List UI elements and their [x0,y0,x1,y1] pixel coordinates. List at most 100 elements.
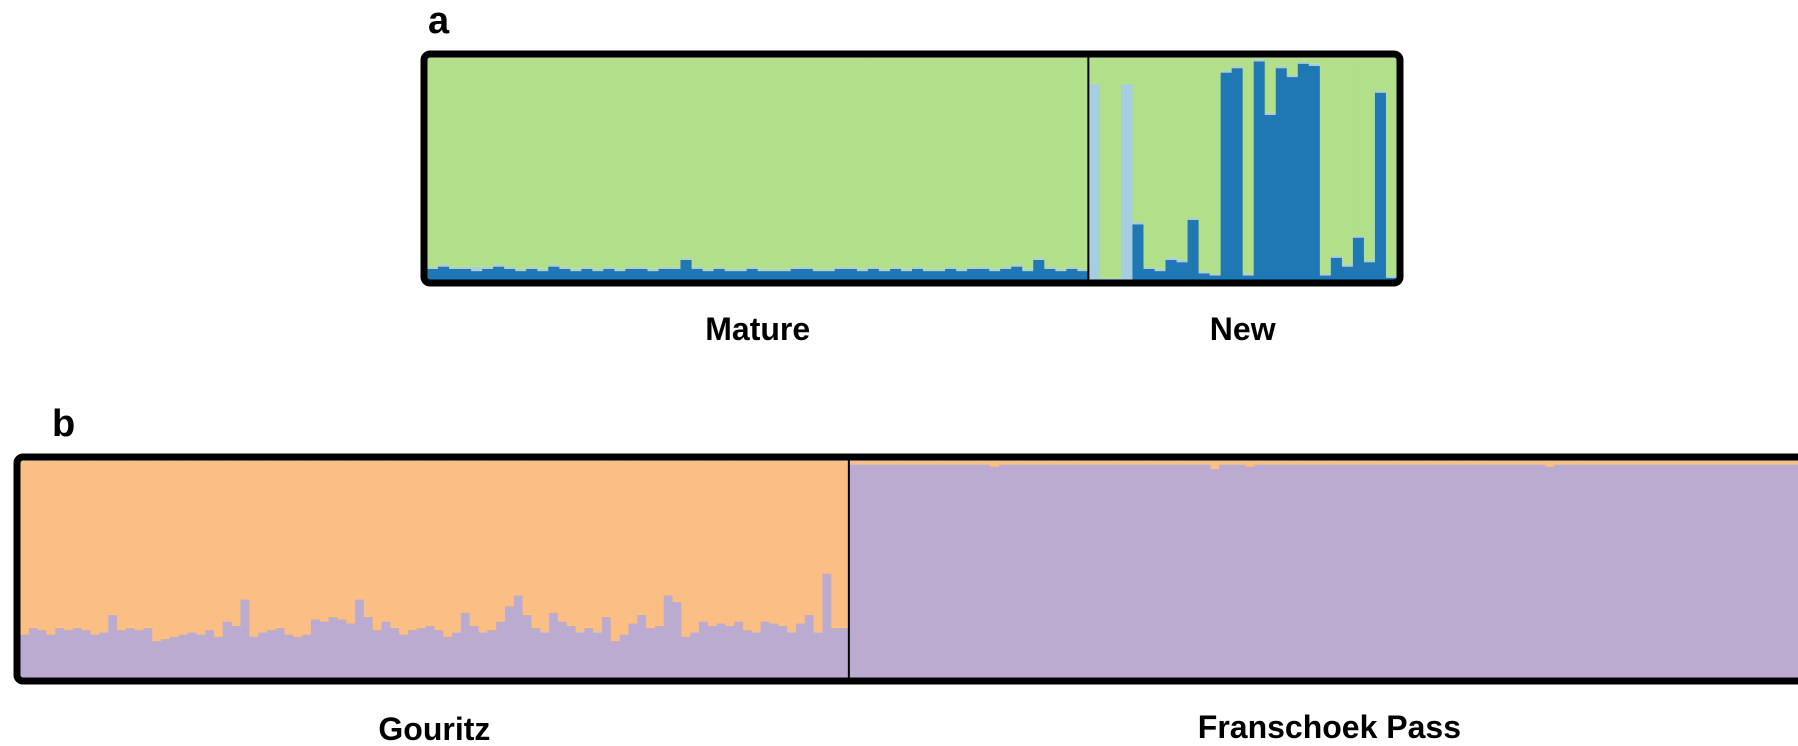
bar-orange-88 [795,460,806,624]
bar-purple-80 [725,625,735,678]
bar-purple-40 [372,630,383,678]
bar-purple-130 [1166,464,1176,678]
bar-purple-133 [1192,464,1203,678]
bar-c2-87 [1385,277,1398,280]
bar-purple-38 [355,599,365,678]
bar-purple-11 [117,630,127,678]
bar-c3-87 [1385,275,1398,278]
bar-orange-139 [1245,460,1256,467]
bar-c2-44 [912,268,924,280]
bar-c1-34 [801,57,814,267]
bar-orange-194 [1730,460,1741,465]
bar-orange-84 [760,460,771,622]
bar-orange-18 [178,460,189,635]
bar-purple-168 [1501,464,1511,678]
bar-orange-34 [319,460,330,622]
bar-c1-2 [449,57,461,267]
bar-purple-132 [1183,464,1194,678]
bar-orange-76 [690,460,700,633]
bar-orange-175 [1563,460,1573,465]
bar-purple-170 [1519,464,1529,678]
bar-c3-55 [1033,257,1045,260]
bar-c3-10 [537,268,549,272]
bar-orange-55 [504,460,515,607]
bar-orange-198 [1765,460,1776,465]
bar-c1-21 [658,57,671,267]
bar-c3-75 [1253,59,1266,62]
bar-purple-39 [363,616,374,678]
bar-orange-57 [522,460,533,615]
bar-c1-80 [1308,57,1321,64]
bar-orange-33 [310,460,321,620]
bar-c2-8 [515,271,527,280]
bar-orange-52 [478,460,488,633]
bar-purple-1 [28,627,39,678]
bar-orange-131 [1175,460,1185,465]
bar-purple-155 [1386,464,1397,678]
bar-orange-119 [1069,460,1079,465]
bar-purple-199 [1774,464,1785,678]
bar-c3-71 [1209,273,1222,276]
bar-orange-16 [161,460,171,639]
bar-c1-43 [900,57,913,269]
bar-c1-85 [1363,57,1376,260]
bar-c2-84 [1352,237,1365,280]
bar-orange-144 [1289,460,1300,465]
bar-c1-69 [1187,57,1200,218]
bar-c2-38 [845,268,858,280]
bar-c3-17 [614,268,627,272]
bar-c3-26 [713,266,726,269]
panel-a-plot [420,50,1404,287]
bar-orange-179 [1598,460,1608,465]
bar-orange-37 [346,460,356,624]
bar-c3-52 [1000,266,1012,269]
bar-c2-22 [669,268,682,280]
bar-orange-63 [575,460,585,633]
bar-purple-116 [1042,464,1053,678]
bar-purple-18 [178,634,189,678]
bar-c2-5 [482,268,494,280]
bar-c1-4 [471,57,483,267]
bar-c3-50 [978,266,990,269]
bar-purple-99 [892,464,903,678]
bar-orange-125 [1122,460,1132,465]
bar-c2-28 [735,271,748,280]
bar-orange-151 [1351,460,1361,465]
bar-c2-49 [967,268,979,280]
bar-orange-87 [787,460,797,633]
bar-c1-11 [548,57,560,265]
bar-orange-167 [1492,460,1502,465]
bar-c3-29 [746,266,759,269]
bar-c2-41 [878,271,891,280]
bar-c1-86 [1374,57,1387,91]
bar-c2-73 [1231,68,1244,281]
bar-c3-41 [878,268,891,272]
bar-orange-20 [196,460,206,635]
plot-frame [13,453,1798,685]
bar-orange-116 [1042,460,1053,465]
bar-orange-26 [249,460,259,637]
bar-orange-177 [1580,460,1591,465]
bar-c1-72 [1220,57,1233,71]
bar-c2-11 [548,266,560,280]
bar-orange-79 [716,460,727,624]
bar-purple-35 [328,616,339,678]
bar-purple-53 [487,630,497,678]
bar-orange-149 [1333,460,1344,465]
bar-c2-51 [989,271,1001,280]
bar-purple-148 [1325,464,1335,678]
bar-purple-45 [416,627,427,678]
bar-purple-193 [1721,464,1732,678]
bar-purple-70 [637,614,647,678]
bar-purple-27 [258,632,268,678]
bar-c3-14 [581,266,593,269]
bar-c3-12 [559,266,571,269]
bar-orange-113 [1016,460,1026,465]
bar-orange-137 [1228,460,1238,465]
bar-purple-15 [152,640,162,678]
bar-orange-176 [1571,460,1582,465]
bar-orange-148 [1325,460,1335,465]
bar-c1-51 [989,57,1001,269]
bar-orange-173 [1545,460,1555,467]
bar-c3-68 [1176,259,1189,263]
